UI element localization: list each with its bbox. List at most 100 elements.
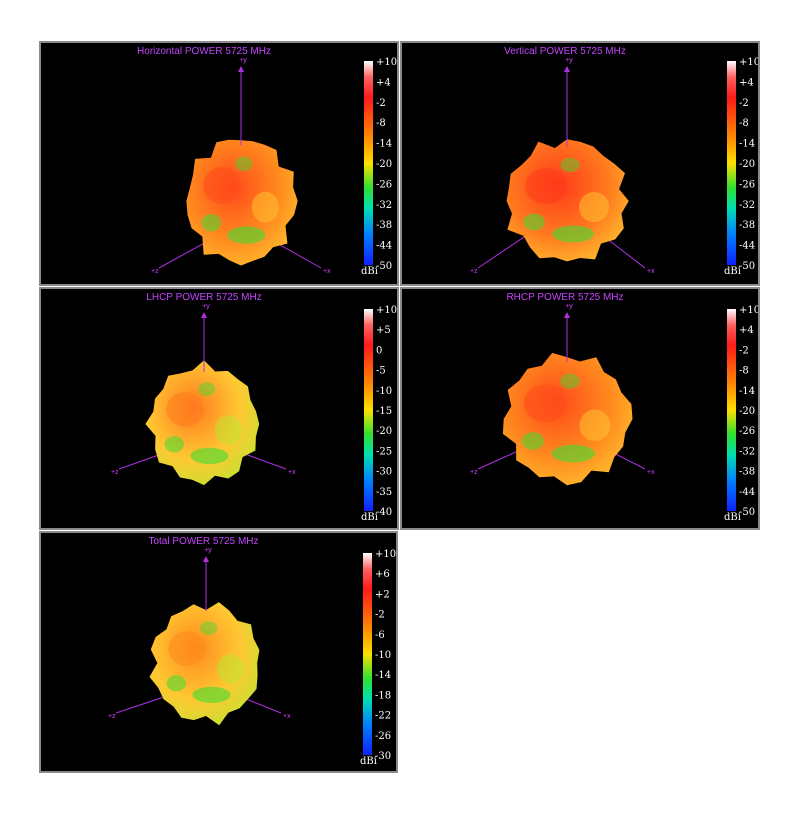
colorbar-tick-label: +6	[375, 569, 390, 580]
colorbar-unit: dBi	[724, 266, 741, 277]
axis-z-label: +z	[470, 268, 478, 275]
colorbar-tick-label: -8	[739, 366, 749, 377]
surface-low-patch	[560, 157, 580, 173]
surface-mid-patch	[579, 192, 609, 222]
colorbar-tick-label: -20	[376, 426, 392, 437]
surface-mid-patch	[214, 415, 242, 445]
colorbar-tick-label: -38	[739, 467, 755, 478]
panel-vertical: Vertical POWER 5725 MHz +y +z +x +10 +4 -2 -8 -1…	[400, 41, 760, 286]
surface-low-patch	[198, 382, 216, 397]
colorbar	[363, 553, 372, 755]
chart-title: LHCP POWER 5725 MHz	[146, 292, 261, 303]
axis-z-label: +z	[470, 469, 478, 476]
colorbar	[364, 309, 373, 511]
colorbar-tick-label: -35	[376, 487, 392, 498]
chart-title: Vertical POWER 5725 MHz	[504, 46, 626, 57]
colorbar-tick-label: -50	[739, 507, 755, 518]
colorbar	[364, 61, 373, 265]
colorbar-tick-label: -10	[375, 650, 391, 661]
surface-low-patch	[552, 225, 594, 243]
surface-hot-patch	[166, 392, 204, 427]
colorbar	[727, 61, 736, 265]
colorbar-tick-label: -22	[375, 711, 391, 722]
surface-low-patch	[166, 675, 187, 692]
colorbar-tick-label: -26	[739, 426, 755, 437]
colorbar-tick-label: -30	[376, 467, 392, 478]
colorbar-tick-label: +10	[376, 305, 397, 316]
colorbar-tick-label: +10	[376, 57, 397, 68]
colorbar-tick-label: -2	[375, 610, 385, 621]
axis-x-label: +x	[283, 713, 291, 720]
colorbar-tick-label: -32	[739, 200, 755, 211]
panel-horizontal: Horizontal POWER 5725 MHz +y +z +x +10 +4 -2 -8…	[39, 41, 399, 286]
colorbar-tick-label: -5	[376, 366, 386, 377]
pattern-surface	[149, 602, 260, 726]
colorbar-tick-label: +4	[376, 77, 391, 88]
chart-title: RHCP POWER 5725 MHz	[506, 292, 623, 303]
colorbar-tick-label: -32	[376, 200, 392, 211]
colorbar-tick-label: -2	[739, 98, 749, 109]
colorbar-tick-label: -30	[375, 751, 391, 762]
surface-low-patch	[523, 213, 545, 231]
colorbar-tick-label: -26	[739, 179, 755, 190]
colorbar-tick-label: 0	[376, 345, 382, 356]
axis-x-label: +x	[323, 268, 331, 275]
chart-title: Total POWER 5725 MHz	[148, 536, 258, 547]
axis-z-label: +z	[151, 268, 159, 275]
axis-y-label: +y	[202, 303, 210, 310]
colorbar-tick-label: -25	[376, 446, 392, 457]
panel-rhcp: RHCP POWER 5725 MHz +y +z +x +10 +4 -2 -8 -14 -20…	[400, 287, 760, 530]
surface-low-patch	[551, 444, 595, 463]
colorbar-tick-label: -14	[739, 139, 755, 150]
colorbar	[727, 309, 736, 511]
colorbar-tick-label: -40	[376, 507, 392, 518]
colorbar-unit: dBi	[360, 756, 377, 767]
surface-low-patch	[235, 156, 253, 172]
pattern-surface	[145, 360, 260, 486]
colorbar-tick-label: -26	[376, 179, 392, 190]
pattern-svg-vertical: Vertical POWER 5725 MHz+y +z +x +10 +4 -2 -8 -1…	[470, 46, 758, 277]
surface-low-patch	[192, 686, 231, 704]
colorbar-tick-label: -18	[375, 690, 391, 701]
colorbar-tick-label: -38	[376, 220, 392, 231]
colorbar-tick-label: +5	[376, 325, 391, 336]
surface-mid-patch	[216, 654, 244, 684]
pattern-surface	[502, 352, 633, 486]
colorbar-tick-label: +10	[739, 57, 758, 68]
axis-x-label: +x	[288, 469, 296, 476]
colorbar-tick-label: -14	[375, 670, 391, 681]
pattern-svg-total: Total POWER 5725 MHz+y +z +x +10 +6 +2 -2 -6 -10…	[108, 536, 396, 767]
colorbar-tick-label: -8	[376, 118, 386, 129]
axis-y-label: +y	[204, 547, 212, 554]
surface-low-patch	[190, 447, 229, 465]
colorbar-tick-label: -2	[376, 98, 386, 109]
surface-low-patch	[560, 373, 581, 389]
axis-z-label: +z	[111, 469, 119, 476]
colorbar-tick-label: -50	[739, 261, 755, 272]
axis-x-label: +x	[647, 469, 655, 476]
colorbar-tick-label: -14	[739, 386, 755, 397]
colorbar-tick-label: -44	[376, 241, 392, 252]
surface-hot-patch	[523, 384, 567, 423]
pattern-surface	[506, 139, 629, 262]
surface-hot-patch	[168, 631, 206, 666]
axis-z-label: +z	[108, 713, 116, 720]
colorbar-tick-label: -10	[376, 386, 392, 397]
colorbar-tick-label: -38	[739, 220, 755, 231]
panel-total: Total POWER 5725 MHz +y +z +x +10 +6 +2 -2 -6 -10…	[39, 531, 398, 773]
colorbar-unit: dBi	[361, 512, 378, 523]
colorbar-tick-label: -50	[376, 261, 392, 272]
surface-mid-patch	[251, 191, 279, 223]
colorbar-unit: dBi	[724, 512, 741, 523]
colorbar-tick-label: -6	[375, 630, 385, 641]
surface-low-patch	[227, 226, 266, 244]
axis-x-label: +x	[647, 268, 655, 275]
colorbar-tick-label: +4	[739, 325, 754, 336]
colorbar-tick-label: +2	[375, 589, 390, 600]
colorbar-tick-label: -20	[739, 406, 755, 417]
surface-low-patch	[521, 432, 545, 450]
surface-low-patch	[200, 621, 218, 636]
pattern-svg-rhcp: RHCP POWER 5725 MHz+y +z +x +10 +4 -2 -8 -14 -20…	[470, 292, 758, 523]
pattern-svg-horizontal: Horizontal POWER 5725 MHz+y +z +x +10 +4 -2 -8…	[137, 46, 397, 277]
colorbar-tick-label: -2	[739, 345, 749, 356]
